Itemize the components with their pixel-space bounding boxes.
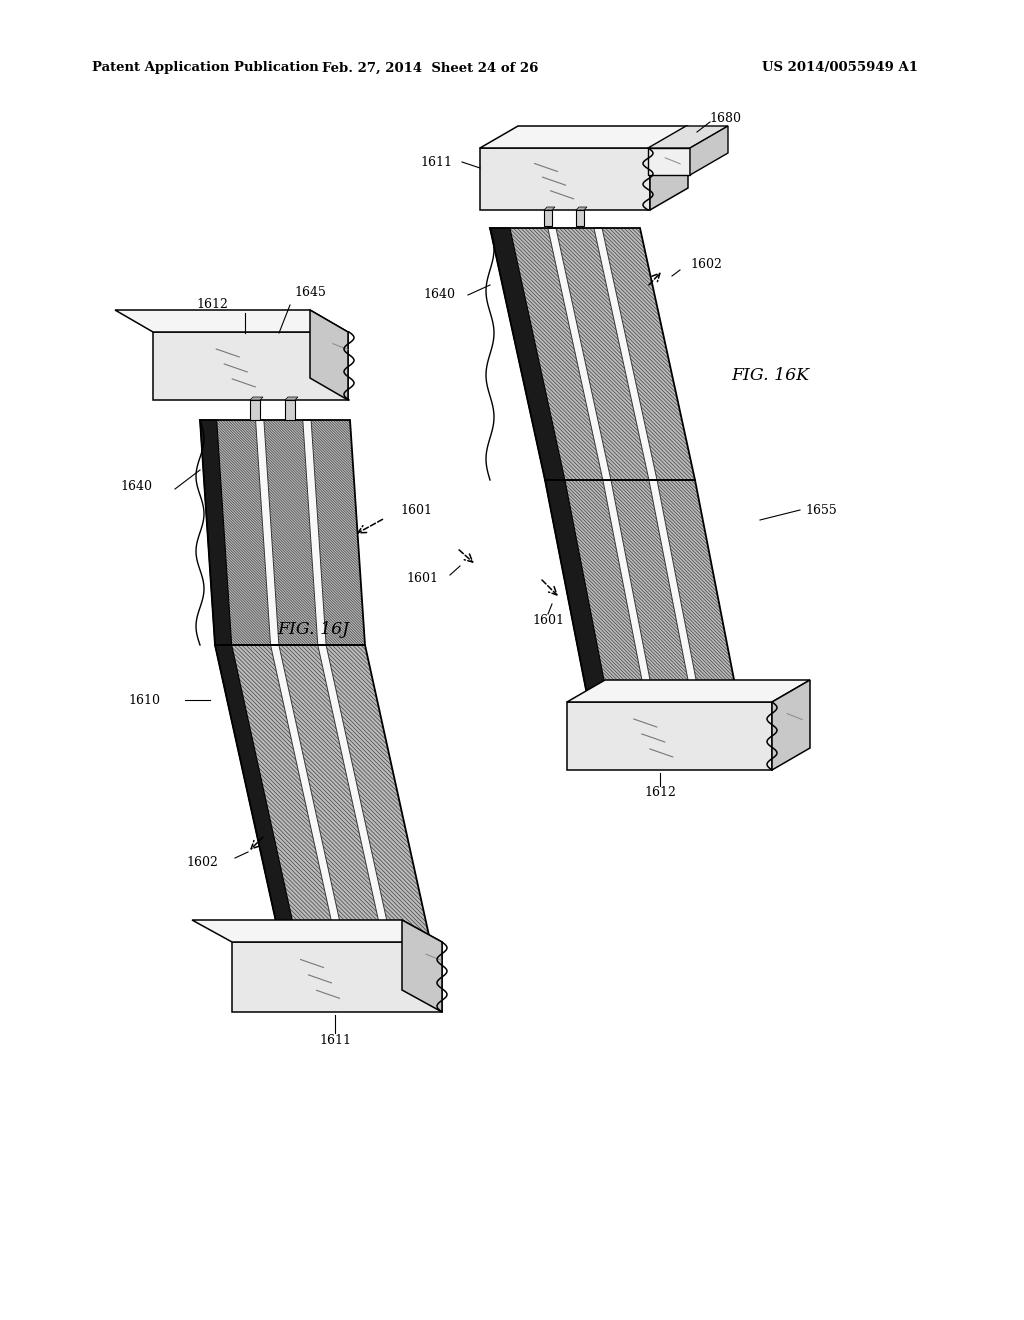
Polygon shape [545, 480, 608, 700]
Polygon shape [217, 420, 270, 645]
Polygon shape [575, 207, 587, 210]
Text: 1640: 1640 [423, 289, 455, 301]
Text: 1612: 1612 [197, 298, 228, 312]
Polygon shape [556, 228, 649, 480]
Polygon shape [310, 310, 348, 400]
Text: 1602: 1602 [186, 855, 218, 869]
Polygon shape [594, 228, 657, 480]
Polygon shape [510, 228, 603, 480]
Polygon shape [567, 702, 772, 770]
Polygon shape [548, 228, 611, 480]
Polygon shape [153, 333, 348, 400]
Polygon shape [250, 400, 260, 420]
Polygon shape [565, 480, 646, 700]
Text: 1611: 1611 [420, 156, 452, 169]
Text: 1680: 1680 [709, 111, 741, 124]
Polygon shape [200, 420, 231, 645]
Polygon shape [657, 480, 738, 700]
Polygon shape [232, 942, 442, 1012]
Polygon shape [279, 645, 383, 940]
Text: FIG. 16K: FIG. 16K [731, 367, 809, 384]
Polygon shape [648, 148, 690, 176]
Text: 1601: 1601 [400, 503, 432, 516]
Text: 1612: 1612 [644, 787, 676, 800]
Text: FIG. 16J: FIG. 16J [276, 622, 349, 639]
Polygon shape [193, 920, 442, 942]
Polygon shape [285, 397, 298, 400]
Text: 1601: 1601 [532, 614, 564, 627]
Polygon shape [650, 125, 688, 210]
Polygon shape [215, 645, 297, 940]
Polygon shape [285, 400, 295, 420]
Polygon shape [480, 148, 650, 210]
Polygon shape [611, 480, 692, 700]
Text: Feb. 27, 2014  Sheet 24 of 26: Feb. 27, 2014 Sheet 24 of 26 [322, 62, 539, 74]
Polygon shape [772, 680, 810, 770]
Polygon shape [256, 420, 279, 645]
Polygon shape [602, 228, 695, 480]
Polygon shape [649, 480, 700, 700]
Polygon shape [544, 210, 552, 226]
Polygon shape [567, 680, 810, 702]
Text: 1601: 1601 [406, 572, 438, 585]
Polygon shape [303, 420, 326, 645]
Polygon shape [264, 420, 317, 645]
Polygon shape [544, 207, 555, 210]
Polygon shape [326, 645, 430, 940]
Text: 1602: 1602 [690, 259, 722, 272]
Text: US 2014/0055949 A1: US 2014/0055949 A1 [762, 62, 918, 74]
Polygon shape [648, 125, 728, 148]
Polygon shape [402, 920, 442, 1012]
Polygon shape [250, 397, 263, 400]
Polygon shape [231, 645, 336, 940]
Polygon shape [317, 645, 391, 940]
Polygon shape [311, 420, 365, 645]
Text: 1611: 1611 [319, 1034, 351, 1047]
Polygon shape [690, 125, 728, 176]
Text: 1610: 1610 [128, 693, 160, 706]
Polygon shape [480, 125, 688, 148]
Text: Patent Application Publication: Patent Application Publication [92, 62, 318, 74]
Text: 1640: 1640 [120, 480, 152, 494]
Polygon shape [270, 645, 344, 940]
Polygon shape [115, 310, 348, 333]
Polygon shape [603, 480, 654, 700]
Text: 1655: 1655 [805, 503, 837, 516]
Text: 1645: 1645 [294, 285, 326, 298]
Polygon shape [490, 228, 565, 480]
Polygon shape [575, 210, 584, 226]
